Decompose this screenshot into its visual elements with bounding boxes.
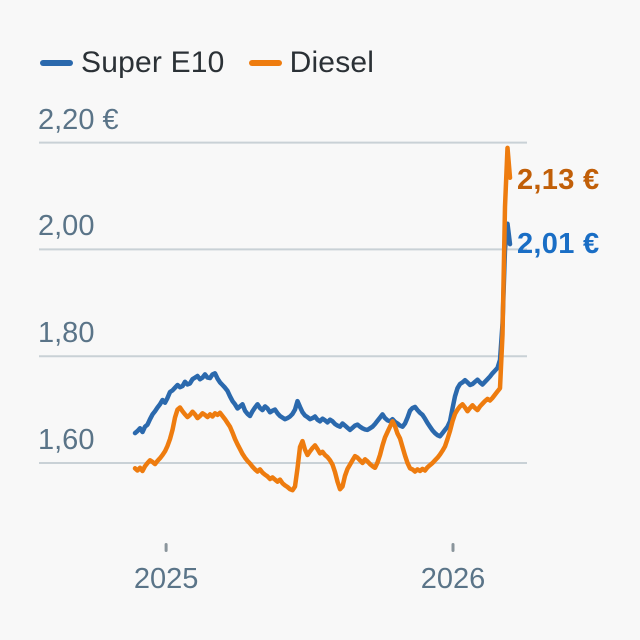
legend-item-diesel: Diesel — [248, 46, 375, 79]
super-e10-line — [132, 221, 513, 439]
chart-legend: Super E10 Diesel — [40, 47, 374, 79]
super-e10-line-swatch — [40, 60, 73, 66]
x-axis-label: 2026 — [420, 563, 486, 595]
diesel-line-swatch — [248, 60, 282, 66]
y-axis-label: 2,00 — [38, 210, 95, 243]
x-axis-tick-2025 — [164, 543, 168, 552]
x-axis-label: 2025 — [133, 563, 199, 595]
x-axis-tick-2026 — [451, 543, 455, 552]
price-label-diesel: 2,13 € — [517, 163, 600, 196]
legend-label-diesel: Diesel — [289, 46, 375, 79]
y-axis-label: 1,80 — [38, 317, 95, 350]
y-axis-label: 2,20 € — [38, 103, 119, 136]
legend-item-super-e10: Super E10 — [40, 47, 225, 79]
legend-label-super-e10: Super E10 — [81, 46, 225, 79]
y-axis-label: 1,60 — [38, 424, 95, 456]
price-label-super-e10: 2,01 € — [517, 228, 600, 261]
diesel-line — [132, 145, 513, 493]
